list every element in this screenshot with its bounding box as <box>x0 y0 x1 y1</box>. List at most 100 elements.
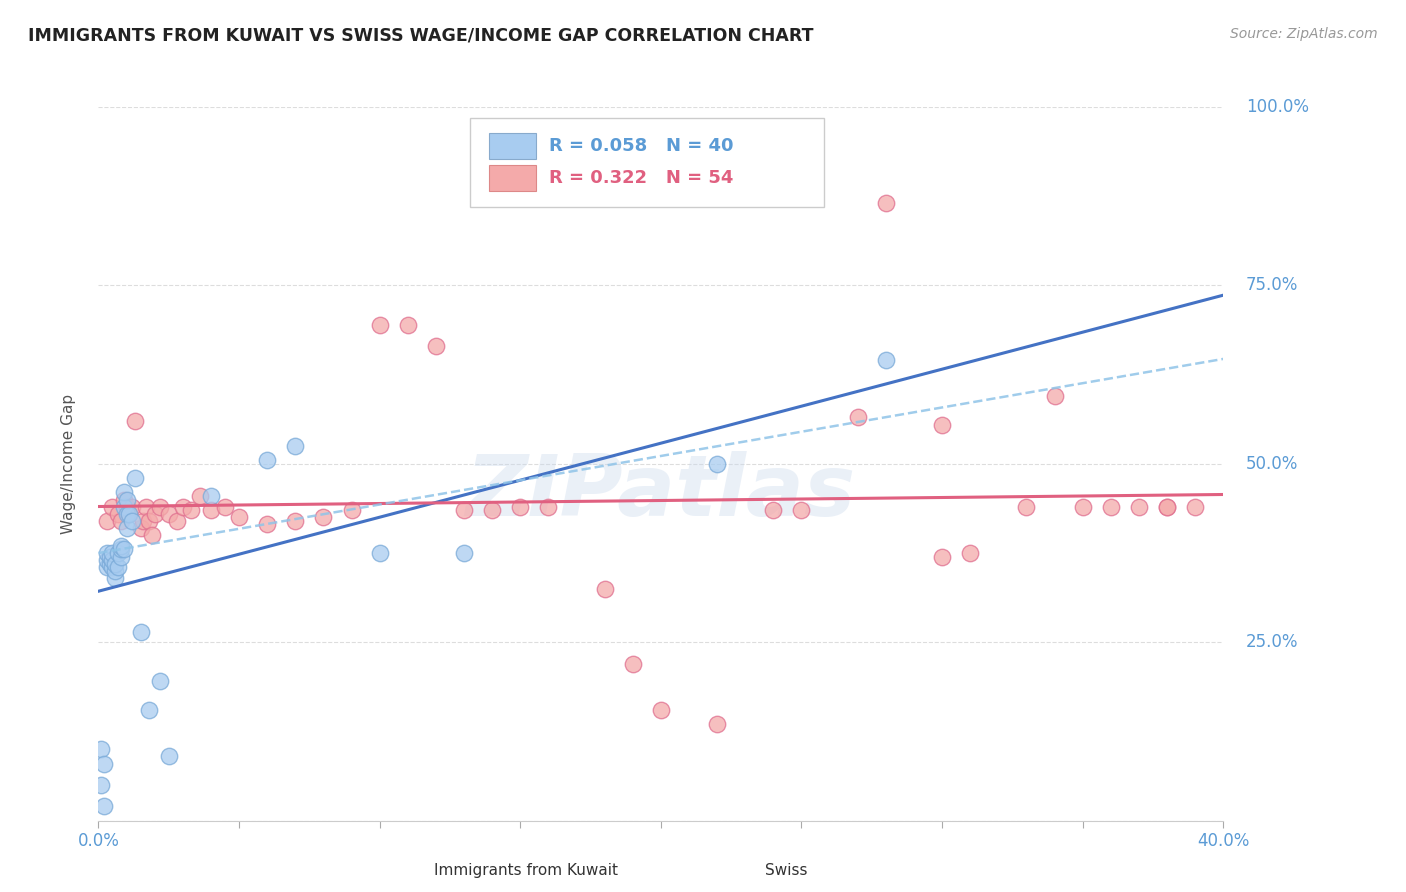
Point <box>121 500 143 514</box>
Point <box>157 507 180 521</box>
Point <box>166 514 188 528</box>
FancyBboxPatch shape <box>470 118 824 207</box>
Point <box>1156 500 1178 514</box>
Point <box>124 471 146 485</box>
Text: ZIPatlas: ZIPatlas <box>465 450 856 534</box>
Point <box>143 507 166 521</box>
Point <box>1015 500 1038 514</box>
Point <box>1156 500 1178 514</box>
Point <box>706 457 728 471</box>
Point <box>846 410 869 425</box>
Point <box>180 503 202 517</box>
Point <box>368 546 391 560</box>
Point <box>104 571 127 585</box>
Point <box>340 503 363 517</box>
Point <box>93 756 115 771</box>
Point <box>149 500 172 514</box>
Point <box>228 510 250 524</box>
Point <box>172 500 194 514</box>
Point <box>1043 389 1066 403</box>
Point <box>875 353 897 368</box>
Point <box>425 339 447 353</box>
Point <box>96 560 118 574</box>
Point <box>959 546 981 560</box>
Point <box>124 414 146 428</box>
Point <box>107 546 129 560</box>
Point <box>112 542 135 557</box>
Point <box>93 799 115 814</box>
Point <box>129 521 152 535</box>
Point <box>107 507 129 521</box>
Point <box>650 703 672 717</box>
Point <box>98 557 121 571</box>
Text: IMMIGRANTS FROM KUWAIT VS SWISS WAGE/INCOME GAP CORRELATION CHART: IMMIGRANTS FROM KUWAIT VS SWISS WAGE/INC… <box>28 27 814 45</box>
Point <box>115 500 138 514</box>
Point <box>312 510 335 524</box>
FancyBboxPatch shape <box>734 864 759 880</box>
Point <box>1184 500 1206 514</box>
Point <box>96 553 118 567</box>
Point <box>481 503 503 517</box>
Point <box>98 549 121 564</box>
Point <box>200 489 222 503</box>
Point <box>214 500 236 514</box>
Point <box>115 521 138 535</box>
Point <box>110 539 132 553</box>
Point <box>593 582 616 596</box>
Point <box>90 742 112 756</box>
Point <box>110 542 132 557</box>
Point <box>138 514 160 528</box>
Point <box>118 507 141 521</box>
FancyBboxPatch shape <box>402 864 427 880</box>
Text: 75.0%: 75.0% <box>1246 277 1298 294</box>
Point <box>1071 500 1094 514</box>
Point <box>104 564 127 578</box>
Point <box>110 549 132 564</box>
Point <box>256 517 278 532</box>
Point <box>107 560 129 574</box>
Point <box>132 514 155 528</box>
Point <box>875 196 897 211</box>
Point <box>115 492 138 507</box>
Point <box>453 503 475 517</box>
Point <box>931 549 953 564</box>
Point <box>537 500 560 514</box>
Point <box>762 503 785 517</box>
Point <box>509 500 531 514</box>
Point <box>368 318 391 332</box>
Point <box>141 528 163 542</box>
Point <box>138 703 160 717</box>
Y-axis label: Wage/Income Gap: Wage/Income Gap <box>60 393 76 534</box>
Point <box>104 557 127 571</box>
Point <box>284 514 307 528</box>
Point <box>284 439 307 453</box>
Point <box>621 657 644 671</box>
Point <box>1099 500 1122 514</box>
Point <box>149 674 172 689</box>
Text: R = 0.058   N = 40: R = 0.058 N = 40 <box>550 137 734 155</box>
Point <box>101 553 124 567</box>
Text: 50.0%: 50.0% <box>1246 455 1298 473</box>
Text: 25.0%: 25.0% <box>1246 633 1298 651</box>
Point <box>1128 500 1150 514</box>
Text: 100.0%: 100.0% <box>1246 98 1309 116</box>
Point <box>90 778 112 792</box>
Text: Source: ZipAtlas.com: Source: ZipAtlas.com <box>1230 27 1378 41</box>
Point <box>112 485 135 500</box>
Point <box>931 417 953 432</box>
Point <box>200 503 222 517</box>
Point <box>396 318 419 332</box>
Point <box>118 507 141 521</box>
Point <box>790 503 813 517</box>
Point <box>188 489 211 503</box>
Point <box>256 453 278 467</box>
Point <box>96 514 118 528</box>
Text: R = 0.322   N = 54: R = 0.322 N = 54 <box>550 169 734 186</box>
Point <box>96 546 118 560</box>
Point <box>101 546 124 560</box>
Point <box>453 546 475 560</box>
Point <box>157 749 180 764</box>
FancyBboxPatch shape <box>489 134 536 159</box>
Point <box>129 624 152 639</box>
Text: Swiss: Swiss <box>765 863 808 878</box>
